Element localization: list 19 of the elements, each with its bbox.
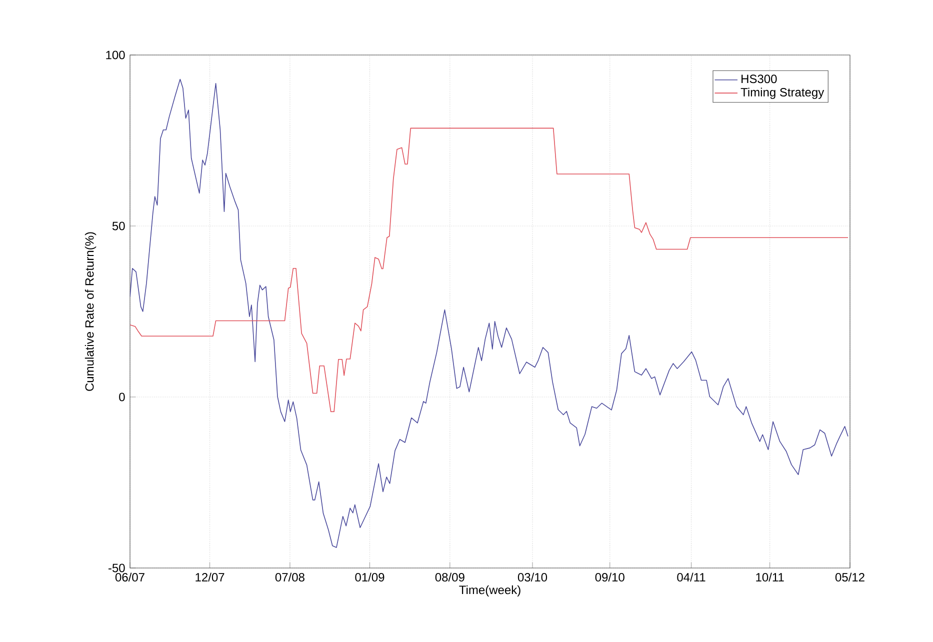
x-tick-label: 10/11: [756, 572, 784, 582]
y-tick-label: 100: [106, 50, 125, 60]
x-tick-label: 01/09: [355, 572, 384, 582]
x-tick-label: 07/08: [275, 572, 304, 582]
x-axis-title: Time(week): [459, 585, 520, 597]
line-series: [130, 128, 848, 412]
y-tick-label: 0: [119, 392, 125, 402]
x-tick-label: 06/07: [115, 572, 144, 582]
legend-label: HS300: [742, 74, 777, 84]
x-tick-label: 08/09: [435, 572, 464, 582]
y-axis-title: Cumulative Rate of Return(%): [84, 232, 96, 391]
y-tick-label: 50: [112, 222, 125, 230]
x-tick-label: 04/11: [677, 572, 706, 582]
x-tick-label: 09/10: [595, 572, 624, 582]
x-tick-label: 12/07: [196, 572, 224, 582]
y-tick-label: -50: [108, 564, 125, 572]
x-tick-label: 05/12: [835, 572, 864, 582]
x-tick-label: 03/10: [518, 572, 548, 582]
legend-label: Timing Strategy: [740, 88, 824, 99]
